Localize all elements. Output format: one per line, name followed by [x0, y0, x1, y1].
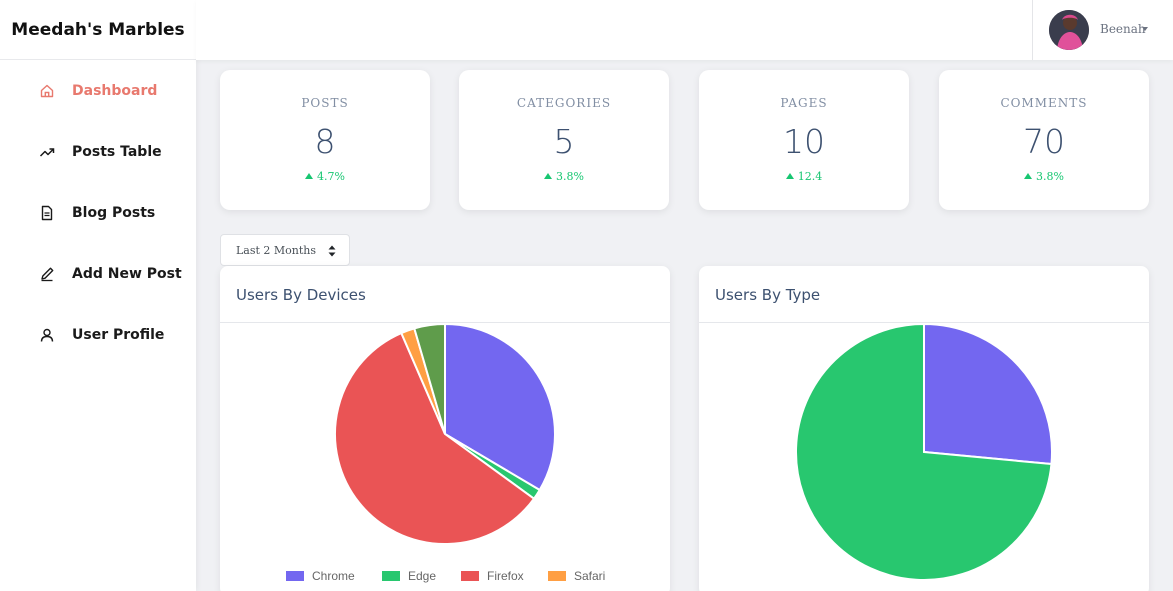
sidebar-item-label: User Profile: [72, 327, 165, 343]
arrow-up-icon: [1024, 173, 1033, 179]
pie-slice-type-a[interactable]: [923, 322, 1053, 466]
stat-value: 5: [553, 122, 575, 161]
stat-card-categories: CATEGORIES 5 3.8%: [459, 70, 669, 210]
pie-slice-firefox[interactable]: [334, 331, 536, 546]
pie-slice-chrome[interactable]: [444, 322, 556, 492]
stat-change: 12.4: [699, 170, 909, 183]
arrow-up-icon: [305, 173, 314, 179]
stat-label: PAGES: [780, 96, 828, 110]
panel-title: Users By Type: [715, 286, 821, 304]
stat-label: COMMENTS: [1000, 96, 1088, 110]
stat-card-comments: COMMENTS 70 3.8%: [939, 70, 1149, 210]
sidebar-item-dashboard[interactable]: Dashboard: [0, 76, 196, 106]
sidebar-item-blog-posts[interactable]: Blog Posts: [0, 198, 196, 228]
date-range-select[interactable]: Last 2 Months: [220, 234, 350, 266]
date-range-value: Last 2 Months: [236, 243, 317, 257]
home-icon: [40, 84, 54, 98]
pie-slice-type-b[interactable]: [795, 322, 1053, 581]
sort-arrows-icon: [328, 245, 336, 257]
legend-swatch: [286, 571, 304, 581]
users-by-type-panel: Users By Type: [699, 266, 1149, 591]
brand-title: Meedah's Marbles: [0, 0, 196, 60]
sidebar-item-user-profile[interactable]: User Profile: [0, 320, 196, 350]
sidebar-item-label: Posts Table: [72, 144, 162, 160]
legend-item-edge[interactable]: Edge: [382, 568, 436, 584]
legend-item-chrome[interactable]: Chrome: [286, 568, 355, 584]
sidebar: Meedah's Marbles Dashboard Posts Table B…: [0, 0, 196, 591]
stat-change: 3.8%: [939, 170, 1149, 183]
sidebar-item-label: Add New Post: [72, 266, 182, 282]
legend-item-firefox[interactable]: Firefox: [461, 568, 524, 584]
legend-swatch: [461, 571, 479, 581]
sidebar-item-posts-table[interactable]: Posts Table: [0, 137, 196, 167]
users-by-devices-panel: Users By Devices Chrome Edge Firefox Saf…: [220, 266, 670, 591]
arrow-up-icon: [785, 173, 794, 179]
chart-legend: Chrome Edge Firefox Safari: [220, 568, 670, 584]
user-name: Beenah: [1100, 22, 1146, 36]
arrow-up-icon: [544, 173, 553, 179]
legend-item-safari[interactable]: Safari: [548, 568, 605, 584]
stat-value: 10: [783, 122, 825, 161]
sidebar-item-add-new-post[interactable]: Add New Post: [0, 259, 196, 289]
user-menu[interactable]: Beenah: [1032, 0, 1173, 60]
panel-header: Users By Devices: [220, 266, 670, 323]
panel-header: Users By Type: [699, 266, 1149, 323]
trending-up-icon: [39, 148, 55, 157]
pie-slice-other[interactable]: [413, 322, 446, 435]
stat-label: CATEGORIES: [516, 96, 612, 110]
legend-swatch: [382, 571, 400, 581]
devices-pie-chart: [334, 322, 556, 546]
document-icon: [41, 205, 53, 221]
sidebar-item-label: Dashboard: [72, 83, 158, 99]
top-navbar: Beenah: [196, 0, 1173, 60]
type-pie-chart: [795, 322, 1053, 581]
stat-card-posts: POSTS 8 4.7%: [220, 70, 430, 210]
stat-change: 3.8%: [459, 170, 669, 183]
stat-change: 4.7%: [220, 170, 430, 183]
legend-swatch: [548, 571, 566, 581]
panel-title: Users By Devices: [236, 286, 366, 304]
avatar[interactable]: [1049, 10, 1089, 50]
stat-value: 70: [1023, 122, 1065, 161]
avatar-photo: [1049, 10, 1089, 50]
user-icon: [40, 328, 54, 342]
chevron-down-icon: [1142, 27, 1148, 31]
stat-label: POSTS: [301, 96, 349, 110]
pen-icon: [41, 267, 54, 282]
stat-card-pages: PAGES 10 12.4: [699, 70, 909, 210]
sidebar-item-label: Blog Posts: [72, 205, 156, 221]
stat-value: 8: [314, 122, 336, 161]
